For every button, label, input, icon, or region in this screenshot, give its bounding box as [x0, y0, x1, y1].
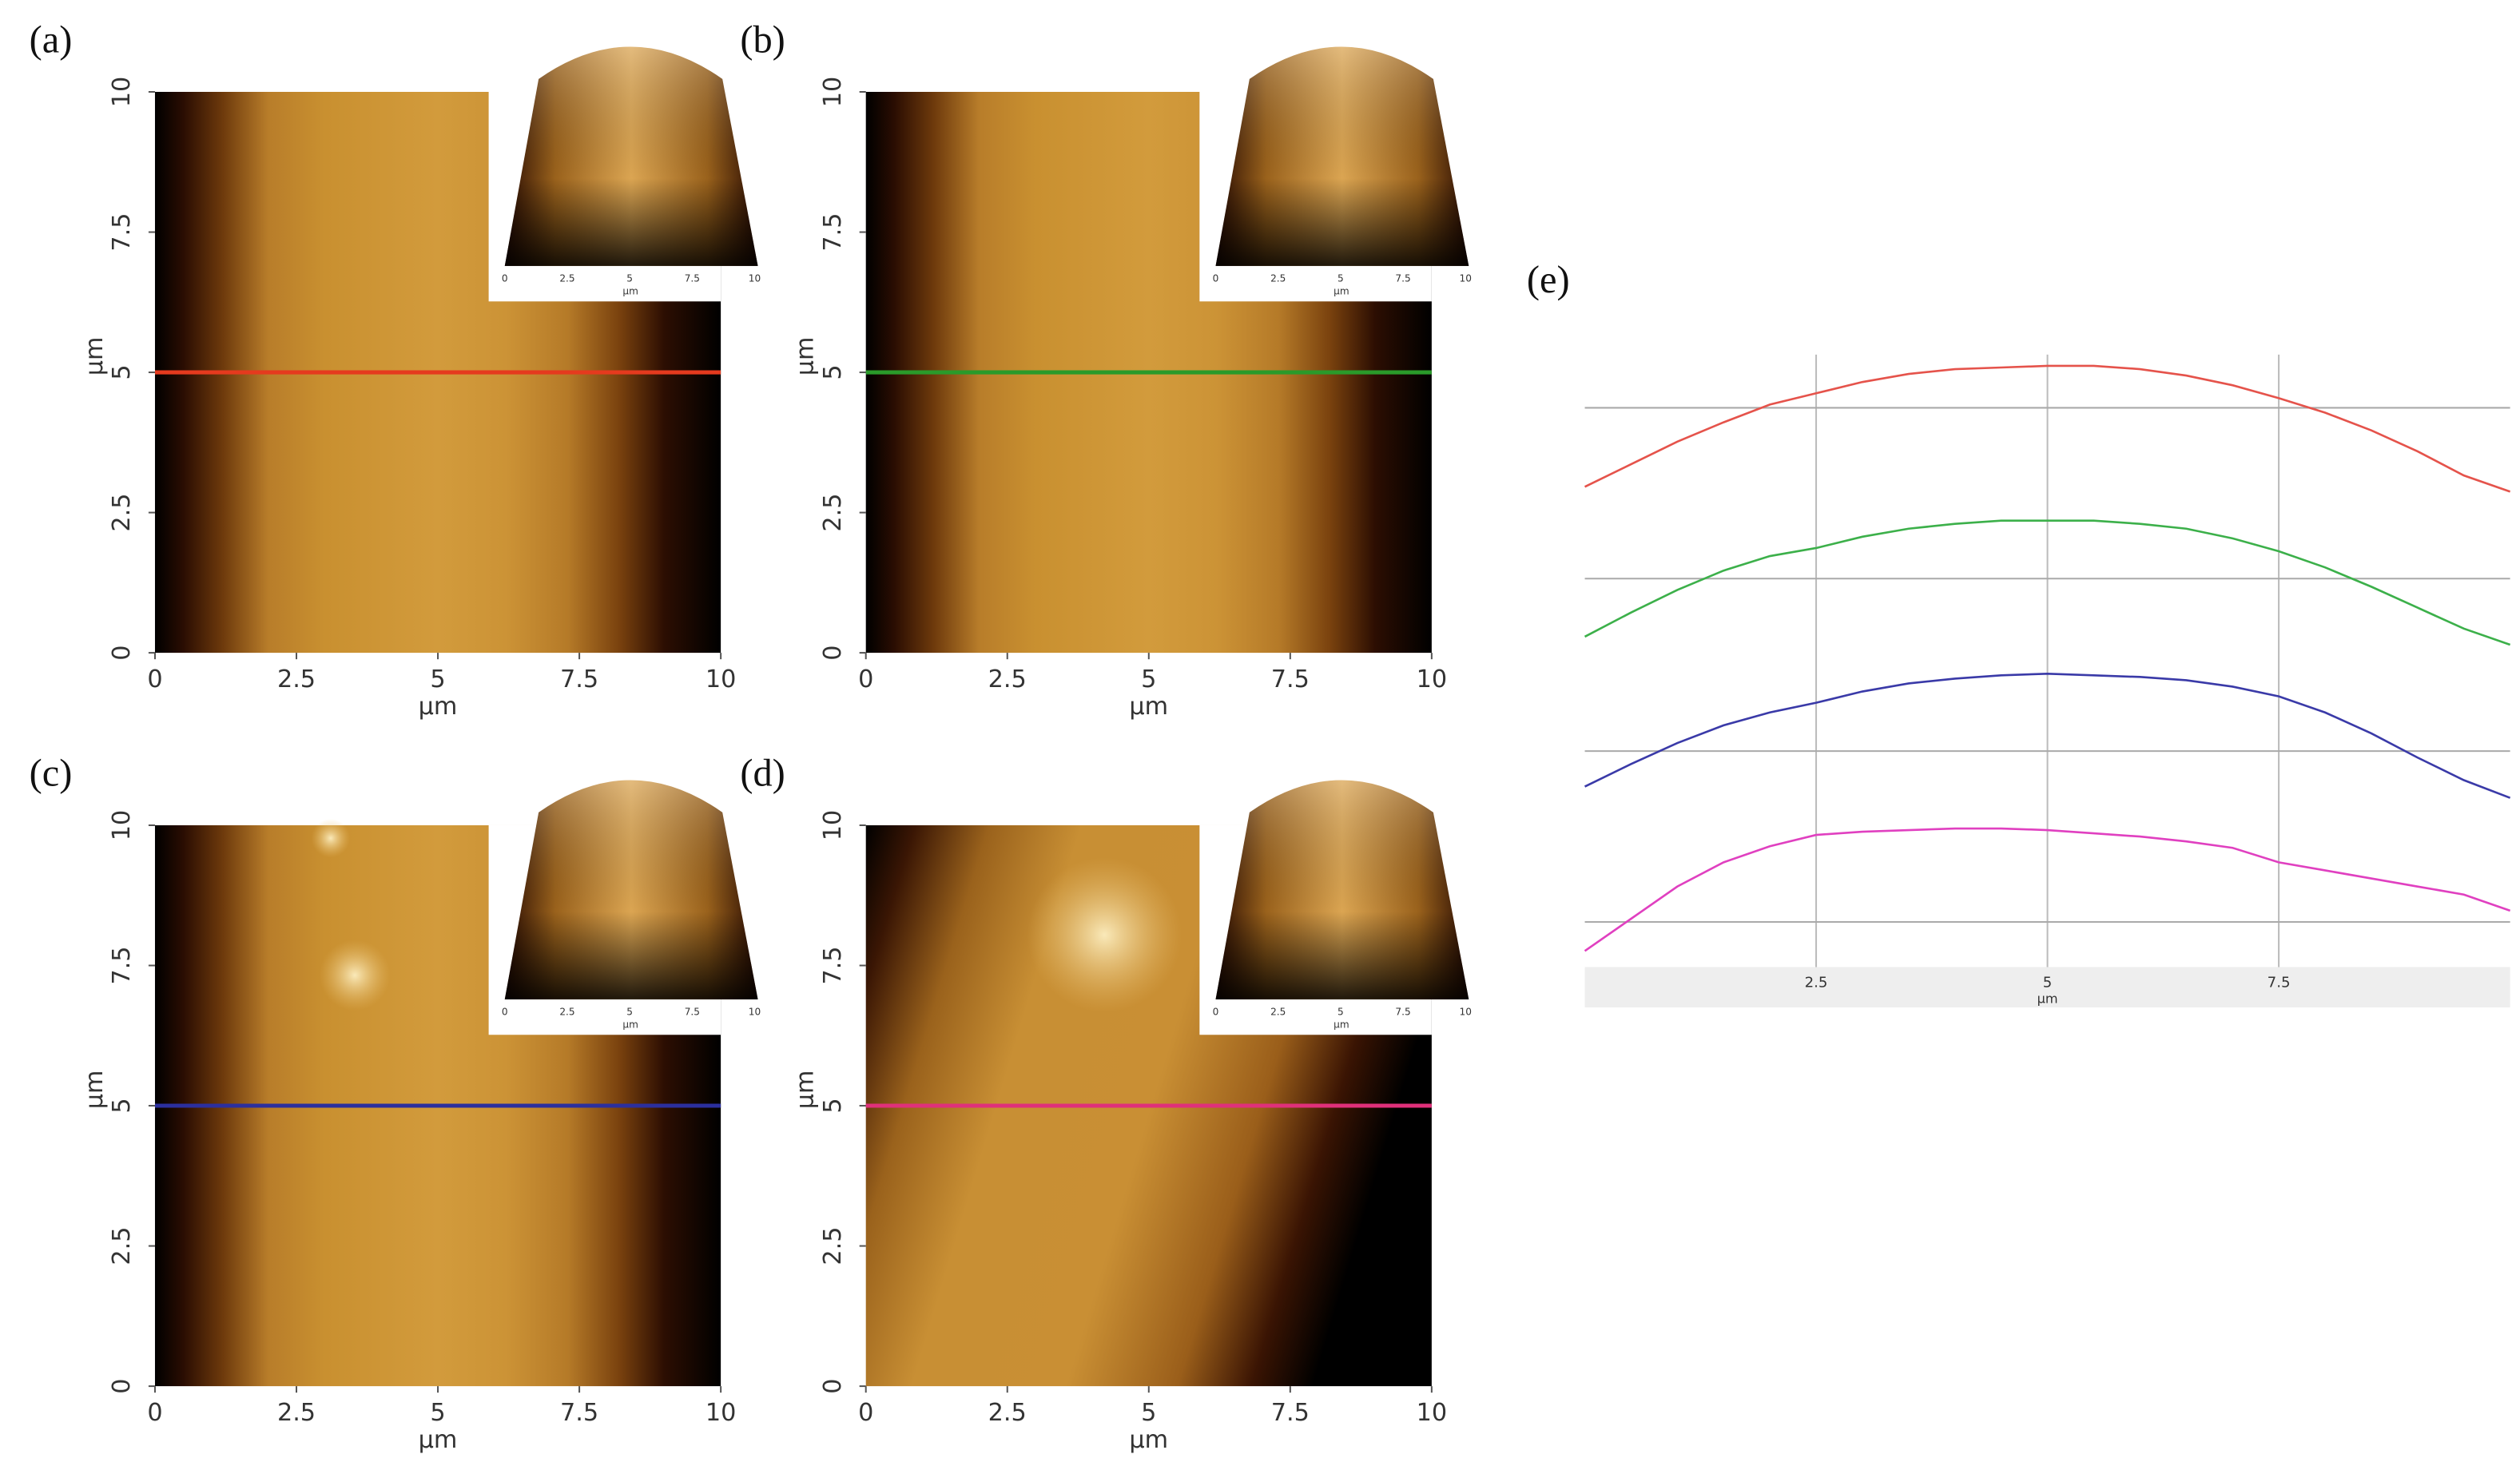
x-tick-label: 7.5 [1271, 1399, 1310, 1427]
x-axis-label: µm [419, 1426, 458, 1454]
x-tick-label: 7.5 [2268, 975, 2291, 991]
x-axis-label: µm [2037, 991, 2058, 1006]
y-tick-label: 2.5 [108, 494, 136, 532]
x-tick-label: 7.5 [560, 665, 598, 693]
x-tick-label: 10 [706, 1399, 737, 1427]
inset-tick-label: 5 [626, 1007, 633, 1018]
profile-curve [1584, 827, 2511, 952]
x-tick-label: 2.5 [277, 665, 316, 693]
y-tick-label: 10 [819, 77, 847, 108]
y-tick-label: 5 [108, 1098, 136, 1113]
inset-tick-label: 2.5 [559, 1007, 574, 1018]
x-axis-label: µm [419, 693, 458, 721]
x-tick-label: 5 [1141, 1399, 1156, 1427]
inset-shade [504, 46, 758, 266]
y-axis-label: µm [81, 1071, 109, 1110]
inset-shade [504, 780, 758, 999]
panel-label: (c) [30, 753, 73, 795]
x-axis-label: µm [1129, 1426, 1168, 1454]
x-tick-label: 0 [858, 665, 873, 693]
y-tick-label: 7.5 [108, 213, 136, 251]
y-tick-label: 2.5 [819, 494, 847, 532]
x-axis-label: µm [1129, 693, 1168, 721]
x-tick-label: 10 [1417, 1399, 1447, 1427]
x-tick-label: 2.5 [1805, 975, 1828, 991]
x-tick-label: 0 [147, 665, 162, 693]
inset-tick-label: 0 [502, 1007, 508, 1018]
y-tick-label: 7.5 [108, 946, 136, 984]
inset-tick-label: 2.5 [1270, 273, 1286, 284]
inset-tick-label: 10 [1460, 273, 1472, 284]
panel-label: (d) [740, 753, 785, 795]
panel-label: (e) [1527, 259, 1570, 301]
y-tick-label: 2.5 [819, 1227, 847, 1265]
x-tick-label: 5 [430, 1399, 445, 1427]
y-tick-label: 5 [108, 364, 136, 379]
inset-tick-label: 0 [1213, 273, 1219, 284]
y-axis-label: µm [792, 1071, 820, 1110]
profile-curve [1584, 519, 2511, 646]
y-tick-label: 2.5 [108, 1227, 136, 1265]
y-tick-label: 5 [819, 364, 847, 379]
inset-tick-label: 5 [626, 273, 633, 284]
x-tick-label: 5 [1141, 665, 1156, 693]
x-tick-label: 5 [430, 665, 445, 693]
inset-tick-label: 5 [1338, 1007, 1344, 1018]
x-tick-label: 0 [147, 1399, 162, 1427]
inset-x-label: µm [1334, 1019, 1349, 1031]
inset-tick-label: 0 [1213, 1007, 1219, 1018]
axis-band [1584, 967, 2510, 1007]
surface-feature [311, 818, 351, 858]
profile-curve [1584, 364, 2511, 493]
y-tick-label: 7.5 [819, 213, 847, 251]
y-tick-label: 0 [819, 645, 847, 660]
x-tick-label: 10 [706, 665, 737, 693]
x-tick-label: 2.5 [988, 665, 1027, 693]
y-tick-label: 7.5 [819, 946, 847, 984]
y-axis-label: µm [792, 337, 820, 376]
inset-x-label: µm [1334, 286, 1349, 297]
inset-tick-label: 7.5 [685, 1007, 700, 1018]
y-tick-label: 10 [108, 810, 136, 841]
inset-tick-label: 0 [502, 273, 508, 284]
y-axis-label: µm [81, 337, 109, 376]
y-tick-label: 0 [819, 1378, 847, 1393]
inset-tick-label: 10 [749, 1007, 761, 1018]
inset-tick-label: 10 [1460, 1007, 1472, 1018]
y-tick-label: 10 [108, 77, 136, 108]
y-tick-label: 10 [819, 810, 847, 841]
inset-x-label: µm [622, 1019, 638, 1031]
inset-tick-label: 10 [749, 273, 761, 284]
surface-feature [1027, 857, 1182, 1013]
inset-tick-label: 2.5 [1270, 1007, 1286, 1018]
y-tick-label: 0 [108, 1378, 136, 1393]
surface-feature [319, 940, 391, 1011]
inset-shade [1215, 780, 1469, 999]
x-tick-label: 2.5 [277, 1399, 316, 1427]
x-tick-label: 5 [2043, 975, 2053, 991]
x-tick-label: 10 [1417, 665, 1447, 693]
inset-tick-label: 7.5 [685, 273, 700, 284]
inset-tick-label: 7.5 [1395, 273, 1410, 284]
y-tick-label: 5 [819, 1098, 847, 1113]
x-tick-label: 7.5 [560, 1399, 598, 1427]
y-tick-label: 0 [108, 645, 136, 660]
inset-x-label: µm [622, 286, 638, 297]
inset-shade [1215, 46, 1469, 266]
inset-tick-label: 7.5 [1395, 1007, 1410, 1018]
x-tick-label: 0 [858, 1399, 873, 1427]
profile-curve [1584, 673, 2511, 799]
inset-tick-label: 5 [1338, 273, 1344, 284]
x-tick-label: 7.5 [1271, 665, 1310, 693]
panel-label: (b) [740, 19, 785, 62]
inset-tick-label: 2.5 [559, 273, 574, 284]
panel-label: (a) [30, 19, 73, 62]
x-tick-label: 2.5 [988, 1399, 1027, 1427]
